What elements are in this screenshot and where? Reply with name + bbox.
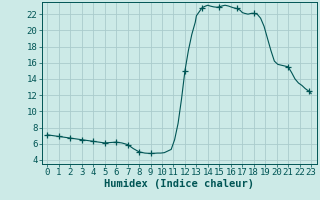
X-axis label: Humidex (Indice chaleur): Humidex (Indice chaleur) xyxy=(104,179,254,189)
